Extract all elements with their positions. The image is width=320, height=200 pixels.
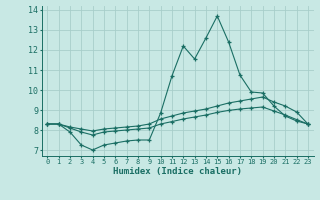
X-axis label: Humidex (Indice chaleur): Humidex (Indice chaleur) <box>113 167 242 176</box>
